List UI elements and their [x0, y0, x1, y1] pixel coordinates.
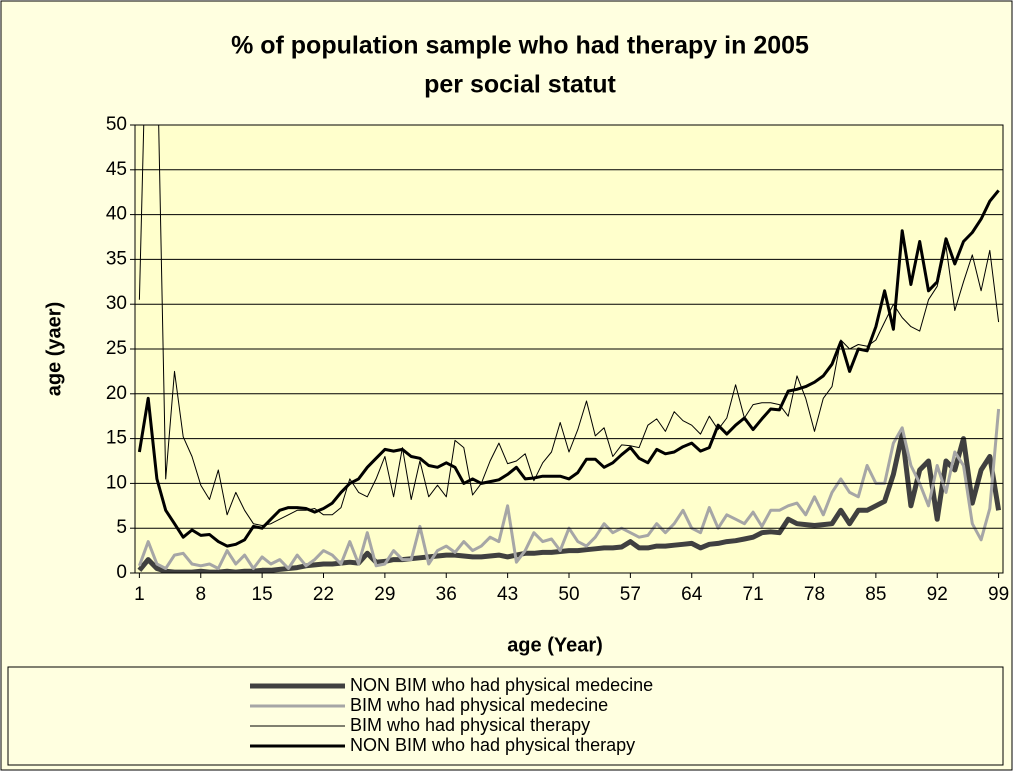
chart-title: per social statut: [424, 71, 616, 99]
x-tick-label: 85: [865, 584, 886, 605]
y-tick-label: 10: [106, 472, 127, 493]
chart-title: % of population sample who had therapy i…: [231, 32, 809, 60]
legend-label: NON BIM who had physical medecine: [350, 675, 653, 695]
y-tick-label: 50: [106, 114, 127, 135]
x-tick-label: 1: [134, 584, 145, 605]
x-tick-label: 50: [558, 584, 579, 605]
legend: [7, 666, 1004, 766]
y-axis-title: age (yaer): [43, 302, 65, 397]
x-tick-label: 8: [195, 584, 206, 605]
y-tick-label: 35: [106, 248, 127, 269]
legend-label: NON BIM who had physical therapy: [350, 735, 635, 755]
x-tick-label: 43: [497, 584, 518, 605]
series-line: [137, 431, 1002, 573]
x-axis-title: age (Year): [507, 634, 603, 656]
x-tick-label: 78: [804, 584, 825, 605]
series-line: [138, 125, 1000, 526]
x-tick-label: 71: [743, 584, 764, 605]
y-tick-label: 0: [116, 562, 127, 583]
x-tick-label: 15: [252, 584, 273, 605]
y-tick-label: 20: [106, 383, 127, 404]
x-tick-label: 57: [620, 584, 641, 605]
y-tick-label: 15: [106, 428, 127, 449]
y-tick-label: 40: [106, 204, 127, 225]
legend-label: BIM who had physical medecine: [350, 695, 608, 715]
y-tick-label: 25: [106, 338, 127, 359]
y-tick-label: 5: [116, 517, 127, 538]
y-tick-label: 45: [106, 159, 127, 180]
legend-label: BIM who had physical therapy: [350, 715, 590, 735]
x-tick-label: 64: [681, 584, 703, 605]
y-tick-label: 30: [106, 293, 127, 314]
series-line: [137, 189, 1000, 548]
x-tick-label: 29: [374, 584, 395, 605]
x-tick-label: 22: [313, 584, 334, 605]
x-tick-label: 92: [927, 584, 948, 605]
x-tick-label: 99: [988, 584, 1009, 605]
x-tick-label: 36: [436, 584, 457, 605]
